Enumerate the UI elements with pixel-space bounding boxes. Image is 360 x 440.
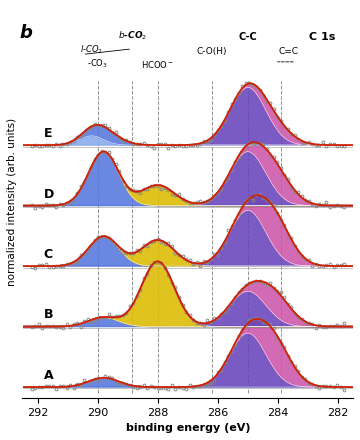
Text: HCOO$^-$: HCOO$^-$	[141, 59, 174, 70]
Text: C: C	[44, 248, 53, 261]
Text: C-O(H): C-O(H)	[197, 47, 227, 56]
Text: $b$-CO$_2$: $b$-CO$_2$	[118, 30, 147, 42]
Text: b: b	[19, 24, 32, 42]
Text: C-C: C-C	[239, 32, 257, 42]
Text: B: B	[44, 308, 53, 322]
Text: D: D	[44, 187, 54, 201]
Text: C=C: C=C	[279, 47, 299, 56]
X-axis label: binding energy (eV): binding energy (eV)	[126, 423, 250, 433]
Text: -CO$_3$: -CO$_3$	[87, 58, 108, 70]
Text: $l$-CO$_2$: $l$-CO$_2$	[80, 44, 103, 56]
Text: E: E	[44, 127, 52, 140]
Text: C 1s: C 1s	[309, 32, 335, 42]
Text: A: A	[44, 369, 53, 382]
Y-axis label: normalized intensity (arb. units): normalized intensity (arb. units)	[7, 118, 17, 286]
